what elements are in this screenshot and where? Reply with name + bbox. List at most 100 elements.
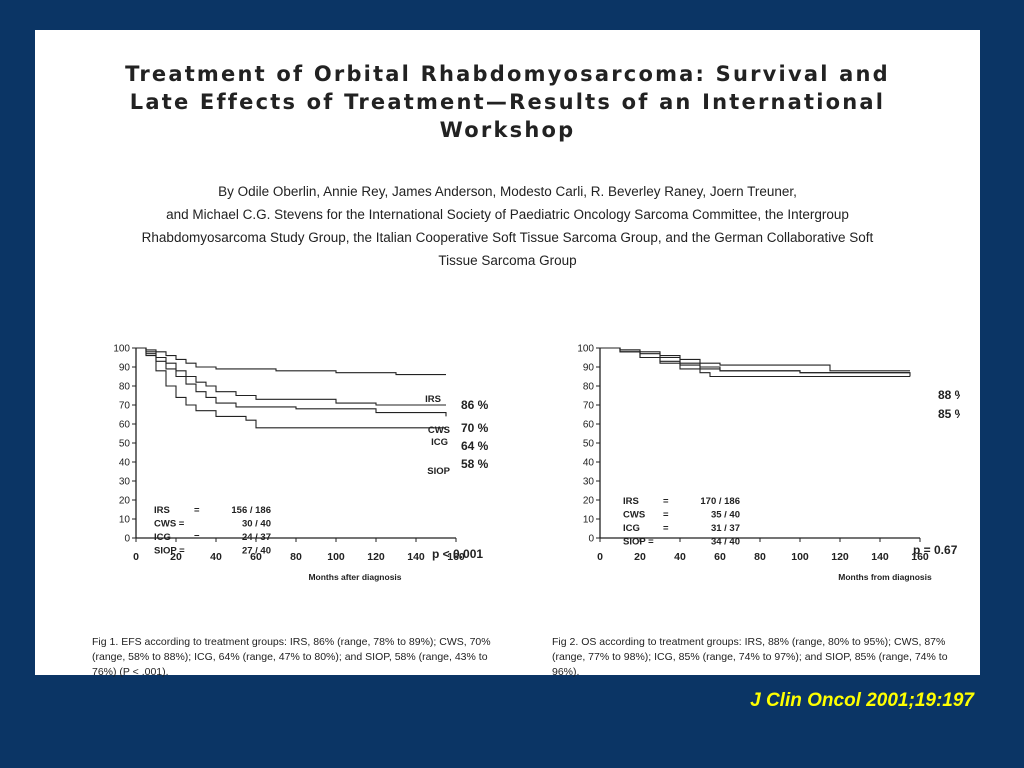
x-tick-label: 20 (170, 551, 182, 563)
x-tick-label: 60 (714, 551, 726, 563)
table-equals: = (663, 496, 669, 507)
y-tick-label: 100 (113, 344, 130, 355)
y-tick-label: 90 (583, 363, 595, 374)
series-line-irs (136, 347, 446, 376)
x-axis-label: Months after diagnosis (308, 572, 401, 582)
series-label: IRS (425, 394, 441, 405)
y-tick-label: 40 (583, 458, 595, 469)
y-tick-label: 70 (583, 401, 595, 412)
y-tick-label: 70 (119, 401, 131, 412)
end-value-label: 64 % (461, 439, 489, 453)
y-tick-label: 30 (119, 477, 131, 488)
x-tick-label: 100 (791, 551, 809, 563)
y-tick-label: 10 (583, 515, 595, 526)
table-count: 34 / 40 (711, 537, 740, 548)
paper-title: Treatment of Orbital Rhabdomyosarcoma: S… (35, 60, 980, 144)
efs-chart: 0 10 20 30 40 50 60 70 80 90 100 0 20 40 60 80 100 120 140… (113, 344, 489, 583)
table-group: SIOP = (154, 546, 185, 557)
x-tick-label: 60 (250, 551, 262, 563)
x-tick-label: 80 (754, 551, 766, 563)
paper-page: Treatment of Orbital Rhabdomyosarcoma: S… (35, 30, 980, 679)
y-tick-label: 30 (583, 477, 595, 488)
y-tick-label: 20 (583, 496, 595, 507)
y-tick-label: 50 (119, 439, 131, 450)
x-tick-label: 120 (831, 551, 849, 563)
author-line: Rhabdomyosarcoma Study Group, the Italia… (141, 230, 874, 245)
title-line: Workshop (439, 118, 576, 142)
series-line-irs (600, 347, 910, 372)
author-list: By Odile Oberlin, Annie Rey, James Ander… (75, 180, 940, 272)
y-tick-label: 60 (119, 420, 131, 431)
caption-number: Fig 2. (552, 636, 579, 648)
table-group: SIOP = (623, 537, 654, 548)
x-axis-label: Months from diagnosis (838, 572, 932, 582)
figure-1-caption: Fig 1. EFS according to treatment groups… (92, 635, 502, 680)
series-label: SIOP (427, 466, 450, 477)
table-equals: = (194, 532, 200, 543)
end-value-label: 70 % (461, 421, 489, 435)
caption-text: OS according to treatment groups: IRS, 8… (552, 636, 948, 678)
table-count: 35 / 40 (711, 510, 740, 521)
x-tick-label: 100 (327, 551, 345, 563)
x-tick-label: 160 (911, 551, 929, 563)
table-count: 170 / 186 (700, 496, 740, 507)
x-tick-label: 40 (674, 551, 686, 563)
table-count: 24 / 37 (242, 532, 271, 543)
caption-number: Fig 1. (92, 636, 119, 648)
x-tick-label: 160 (447, 551, 465, 563)
table-equals: = (194, 505, 200, 516)
author-line: and Michael C.G. Stevens for the Interna… (166, 207, 849, 222)
y-tick-label: 10 (119, 515, 131, 526)
y-tick-label: 60 (583, 420, 595, 431)
end-value-label: 86 % (461, 398, 489, 412)
table-group: ICG (154, 532, 171, 543)
y-tick-label: 0 (124, 534, 130, 545)
x-tick-label: 0 (597, 551, 603, 563)
y-tick-label: 80 (583, 382, 595, 393)
series-line-siop (136, 347, 446, 429)
p-value: p = 0.67 (913, 543, 958, 557)
title-line: Treatment of Orbital Rhabdomyosarcoma: S… (125, 62, 890, 86)
series-line-siop (600, 347, 910, 378)
author-line: Tissue Sarcoma Group (438, 253, 577, 268)
series-line-icg (136, 347, 447, 417)
x-tick-label: 40 (210, 551, 222, 563)
os-chart: 0 10 20 30 40 50 60 70 80 90 100 0 20 40 60 80 100 120 140… (577, 344, 960, 583)
citation: J Clin Oncol 2001;19:197 (750, 690, 974, 711)
table-count: 30 / 40 (242, 519, 271, 530)
table-group: IRS (154, 505, 170, 516)
series-label: ICG (431, 437, 448, 448)
p-value: p < 0.001 (432, 547, 483, 561)
y-tick-label: 0 (588, 534, 594, 545)
x-tick-label: 80 (290, 551, 302, 563)
figure-1: 0 10 20 30 40 50 60 70 80 90 100 0 20 40 60 80 100 120 140… (80, 330, 500, 679)
series-line-cws (136, 347, 446, 406)
series-label: CWS (428, 425, 450, 436)
x-tick-label: 140 (871, 551, 889, 563)
y-tick-label: 100 (577, 344, 594, 355)
table-group: ICG (623, 523, 640, 534)
table-equals: = (663, 510, 669, 521)
table-count: 156 / 186 (231, 505, 271, 516)
table-group: CWS (623, 510, 645, 521)
author-line: By Odile Oberlin, Annie Rey, James Ander… (218, 184, 797, 199)
y-tick-label: 90 (119, 363, 131, 374)
title-line: Late Effects of Treatment—Results of an … (129, 90, 886, 114)
y-tick-label: 80 (119, 382, 131, 393)
end-value-label: 88 % (938, 388, 960, 402)
figure-2: 0 10 20 30 40 50 60 70 80 90 100 0 20 40 60 80 100 120 140… (540, 330, 960, 679)
x-tick-label: 0 (133, 551, 139, 563)
figure-2-caption: Fig 2. OS according to treatment groups:… (552, 635, 962, 680)
y-tick-label: 40 (119, 458, 131, 469)
y-tick-label: 20 (119, 496, 131, 507)
x-tick-label: 120 (367, 551, 385, 563)
end-value-label: 85 % (938, 407, 960, 421)
table-group: CWS = (154, 519, 185, 530)
end-value-label: 58 % (461, 457, 489, 471)
y-tick-label: 50 (583, 439, 595, 450)
caption-text: EFS according to treatment groups: IRS, … (92, 636, 491, 678)
table-equals: = (663, 523, 669, 534)
table-count: 27 / 40 (242, 546, 271, 557)
table-count: 31 / 37 (711, 523, 740, 534)
x-tick-label: 140 (407, 551, 425, 563)
